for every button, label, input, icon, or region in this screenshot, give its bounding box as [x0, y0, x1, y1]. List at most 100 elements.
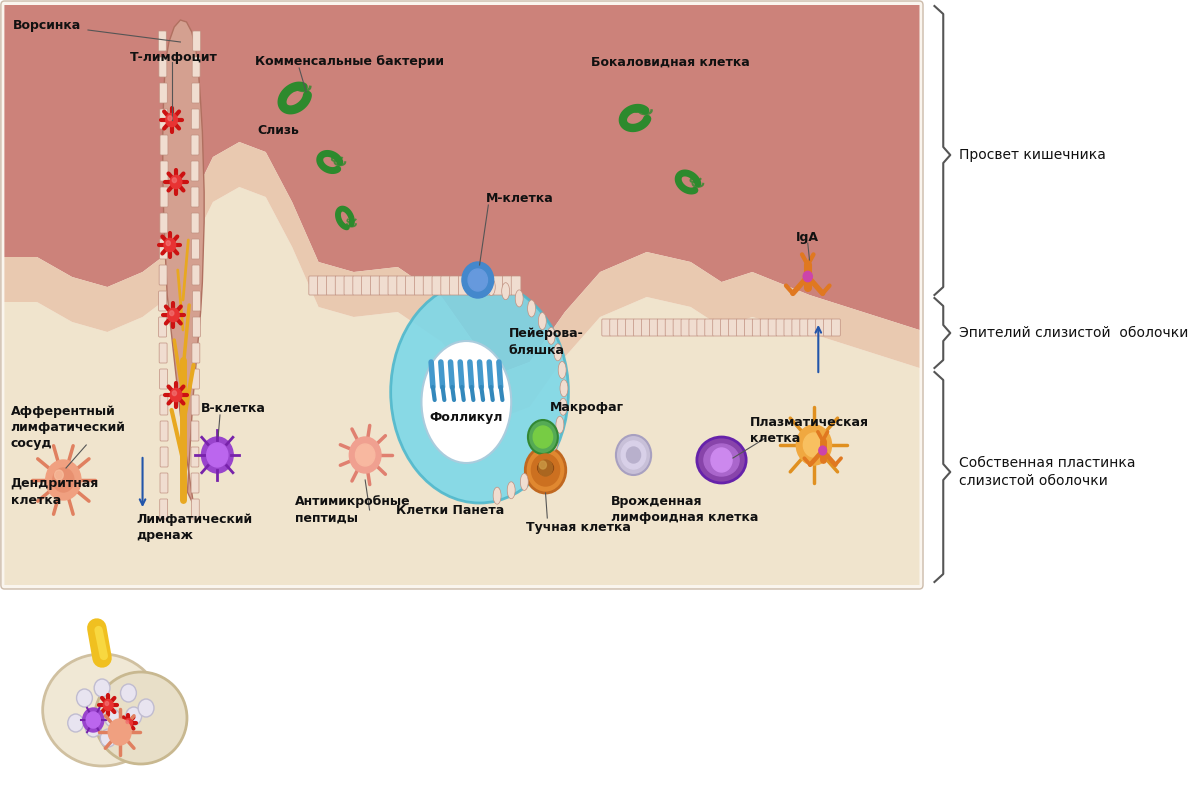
FancyBboxPatch shape	[158, 317, 167, 337]
FancyBboxPatch shape	[808, 319, 816, 336]
FancyBboxPatch shape	[192, 317, 200, 337]
FancyBboxPatch shape	[191, 421, 199, 441]
Polygon shape	[5, 187, 919, 585]
Circle shape	[173, 391, 176, 396]
Circle shape	[170, 388, 181, 401]
FancyBboxPatch shape	[160, 109, 168, 129]
Circle shape	[539, 460, 552, 476]
FancyBboxPatch shape	[768, 319, 776, 336]
FancyBboxPatch shape	[704, 319, 714, 336]
FancyBboxPatch shape	[388, 276, 397, 295]
Circle shape	[349, 437, 380, 473]
FancyBboxPatch shape	[371, 276, 380, 295]
FancyBboxPatch shape	[160, 369, 168, 389]
Text: Врожденная
лимфоидная клетка: Врожденная лимфоидная клетка	[611, 496, 758, 525]
Text: Эпителий слизистой  оболочки: Эпителий слизистой оболочки	[959, 326, 1188, 340]
Ellipse shape	[559, 398, 568, 415]
Polygon shape	[5, 5, 919, 372]
FancyBboxPatch shape	[649, 319, 658, 336]
Text: Пейерова-
бляшка: Пейерова- бляшка	[509, 327, 583, 356]
FancyBboxPatch shape	[800, 319, 809, 336]
FancyBboxPatch shape	[832, 319, 840, 336]
FancyBboxPatch shape	[160, 265, 167, 285]
Circle shape	[202, 437, 233, 473]
FancyBboxPatch shape	[673, 319, 682, 336]
FancyBboxPatch shape	[160, 161, 168, 181]
FancyBboxPatch shape	[752, 319, 761, 336]
Text: Слизь: Слизь	[257, 123, 299, 136]
Circle shape	[173, 178, 176, 183]
Circle shape	[539, 461, 546, 469]
Circle shape	[626, 447, 641, 463]
FancyBboxPatch shape	[344, 276, 354, 295]
Circle shape	[797, 425, 832, 465]
FancyBboxPatch shape	[713, 319, 721, 336]
Ellipse shape	[95, 672, 187, 764]
FancyBboxPatch shape	[308, 276, 318, 295]
FancyBboxPatch shape	[424, 276, 433, 295]
FancyBboxPatch shape	[485, 276, 494, 295]
Text: Фолликул: Фолликул	[430, 412, 503, 425]
Circle shape	[710, 448, 732, 472]
Ellipse shape	[421, 341, 511, 463]
Circle shape	[622, 441, 646, 469]
FancyBboxPatch shape	[191, 213, 199, 233]
Circle shape	[77, 689, 92, 707]
Circle shape	[616, 435, 652, 475]
FancyBboxPatch shape	[458, 276, 468, 295]
Circle shape	[168, 116, 172, 121]
Circle shape	[528, 420, 558, 454]
FancyBboxPatch shape	[160, 447, 168, 467]
FancyBboxPatch shape	[361, 276, 371, 295]
Circle shape	[125, 719, 132, 727]
FancyBboxPatch shape	[744, 319, 754, 336]
Circle shape	[46, 460, 80, 500]
Text: Лимфатический
дренаж: Лимфатический дренаж	[137, 513, 252, 542]
Text: Собственная пластинка
слизистой оболочки: Собственная пластинка слизистой оболочки	[959, 456, 1135, 488]
FancyBboxPatch shape	[689, 319, 697, 336]
Text: Бокаловидная клетка: Бокаловидная клетка	[592, 56, 750, 69]
Circle shape	[468, 269, 487, 291]
Ellipse shape	[528, 300, 535, 317]
FancyBboxPatch shape	[776, 319, 785, 336]
Circle shape	[103, 700, 113, 711]
Text: Макрофаг: Макрофаг	[550, 401, 624, 413]
Ellipse shape	[560, 380, 568, 397]
FancyBboxPatch shape	[414, 276, 424, 295]
FancyBboxPatch shape	[191, 135, 199, 155]
Circle shape	[355, 444, 374, 466]
FancyBboxPatch shape	[192, 291, 200, 311]
FancyBboxPatch shape	[192, 369, 199, 389]
Circle shape	[104, 709, 120, 727]
Circle shape	[803, 272, 812, 282]
Circle shape	[54, 470, 64, 480]
FancyBboxPatch shape	[450, 276, 460, 295]
FancyBboxPatch shape	[816, 319, 824, 336]
Ellipse shape	[704, 444, 739, 476]
Ellipse shape	[547, 327, 556, 344]
FancyBboxPatch shape	[432, 276, 442, 295]
Circle shape	[164, 239, 175, 251]
FancyBboxPatch shape	[476, 276, 486, 295]
Text: Клетки Панета: Клетки Панета	[396, 504, 504, 517]
FancyBboxPatch shape	[160, 473, 168, 493]
Circle shape	[83, 708, 104, 732]
Circle shape	[94, 679, 110, 697]
Ellipse shape	[502, 283, 510, 300]
Circle shape	[206, 443, 228, 467]
Circle shape	[166, 114, 178, 127]
Circle shape	[106, 701, 109, 705]
Circle shape	[114, 723, 130, 741]
Ellipse shape	[550, 434, 558, 451]
Circle shape	[462, 262, 493, 298]
FancyBboxPatch shape	[191, 447, 199, 467]
Circle shape	[170, 176, 181, 189]
Ellipse shape	[539, 313, 546, 330]
FancyBboxPatch shape	[503, 276, 512, 295]
FancyBboxPatch shape	[1, 1, 923, 589]
FancyBboxPatch shape	[682, 319, 690, 336]
Ellipse shape	[556, 416, 564, 434]
Text: Тучная клетка: Тучная клетка	[526, 521, 631, 534]
FancyBboxPatch shape	[191, 473, 199, 493]
FancyBboxPatch shape	[158, 57, 167, 77]
